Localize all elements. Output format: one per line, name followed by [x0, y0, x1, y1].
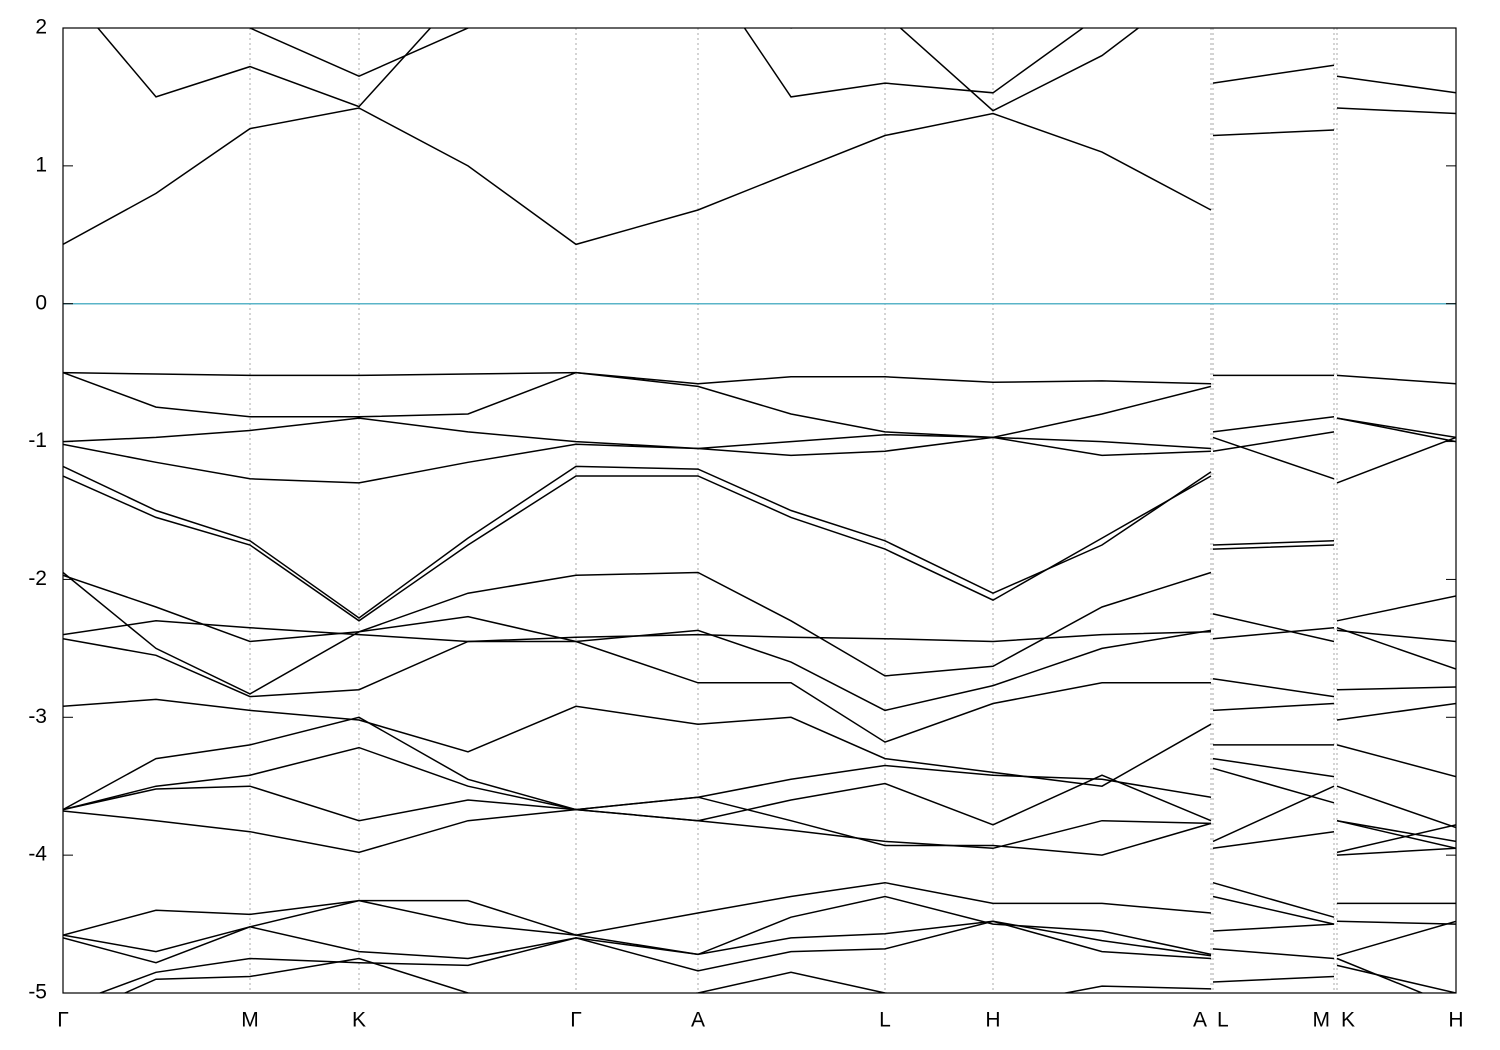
band-line [63, 574, 1456, 712]
y-tick-label: -1 [28, 429, 47, 452]
band-line [63, 698, 1456, 829]
band-line [63, 417, 1456, 452]
x-tick-label: L [879, 1009, 891, 1032]
x-tick-label: H [1448, 1009, 1463, 1032]
plot-area [63, 28, 1456, 993]
x-tick-label: M [241, 1009, 259, 1032]
band-line [63, 571, 1456, 695]
x-tick-label: A [691, 1009, 705, 1032]
band-line [63, 716, 1456, 850]
y-tick-label: 0 [35, 291, 47, 314]
x-tick-label: L [1217, 1009, 1229, 1032]
y-tick-label: -4 [28, 843, 47, 866]
x-tick-label: K [1341, 1009, 1355, 1032]
grid [62, 28, 1457, 993]
band-line [63, 465, 1456, 622]
x-tick-label: M [1313, 1009, 1331, 1032]
y-tick-label: -3 [28, 705, 47, 728]
band-line [63, 920, 1456, 964]
band-line [63, 107, 1456, 246]
x-tick-label: K [352, 1009, 366, 1032]
band-line [63, 895, 1456, 956]
band-line [123, 957, 1424, 993]
x-tick-label: Γ [57, 1009, 69, 1032]
band-line [63, 371, 1456, 385]
band-line [63, 637, 1456, 778]
band-line [96, 28, 1456, 108]
band-line [63, 785, 1456, 850]
x-tick-label: Γ [570, 1009, 582, 1032]
band-line [63, 436, 1456, 484]
band-line [63, 881, 1456, 936]
band-line [63, 620, 1456, 721]
band-line [248, 28, 1140, 112]
band-line [63, 796, 1456, 856]
band-line [63, 475, 1456, 643]
x-tick-label: H [985, 1009, 1000, 1032]
band-line [98, 920, 1456, 993]
plot-frame [62, 27, 1457, 994]
y-tick-label: 2 [35, 16, 47, 39]
y-tick-label: -5 [28, 981, 47, 1004]
y-tick-label: -2 [28, 567, 47, 590]
y-tick-label: 1 [35, 153, 47, 176]
x-tick-label: A [1193, 1009, 1207, 1032]
